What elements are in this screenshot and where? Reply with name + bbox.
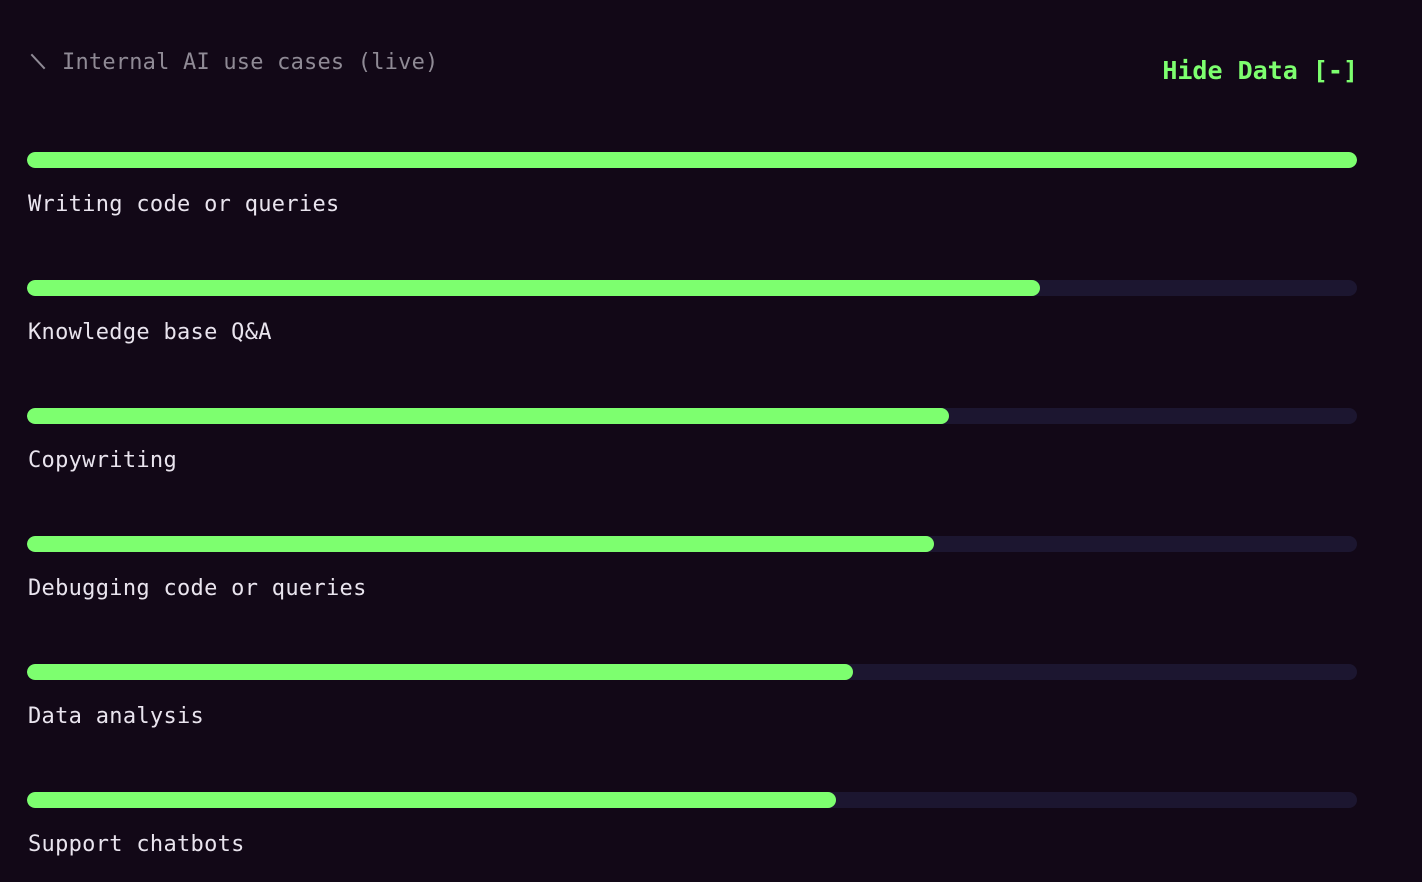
bar xyxy=(27,152,1357,168)
bar-row: Writing code or queries xyxy=(27,152,1357,280)
bar-label: Debugging code or queries xyxy=(28,576,367,601)
bar-label: Copywriting xyxy=(28,448,177,473)
bar xyxy=(27,280,1041,296)
bar xyxy=(27,408,949,424)
hide-data-button[interactable]: Hide Data [-] xyxy=(1162,55,1358,85)
bar-track xyxy=(27,408,1357,424)
bar-row: Data analysis xyxy=(27,664,1357,792)
bar-row: Support chatbots xyxy=(27,792,1357,882)
bar-track xyxy=(27,664,1357,680)
bar-chart: Writing code or queries Knowledge base Q&… xyxy=(27,152,1357,882)
bar xyxy=(27,792,836,808)
bar xyxy=(27,664,853,680)
bar-track xyxy=(27,792,1357,808)
bar-label: Data analysis xyxy=(28,704,205,729)
bar-track xyxy=(27,536,1357,552)
bar-row: Copywriting xyxy=(27,408,1357,536)
slash-icon xyxy=(30,53,46,70)
bar-row: Debugging code or queries xyxy=(27,536,1357,664)
bar-track xyxy=(27,152,1357,168)
bar-label: Knowledge base Q&A xyxy=(28,320,272,345)
bar-track xyxy=(27,280,1357,296)
bar-label: Support chatbots xyxy=(28,832,245,857)
bar-row: Knowledge base Q&A xyxy=(27,280,1357,408)
chart-title-text: Internal AI use cases (live) xyxy=(62,49,439,75)
bar-label: Writing code or queries xyxy=(28,192,340,217)
bar xyxy=(27,536,935,552)
chart-title: Internal AI use cases (live) xyxy=(28,46,438,78)
